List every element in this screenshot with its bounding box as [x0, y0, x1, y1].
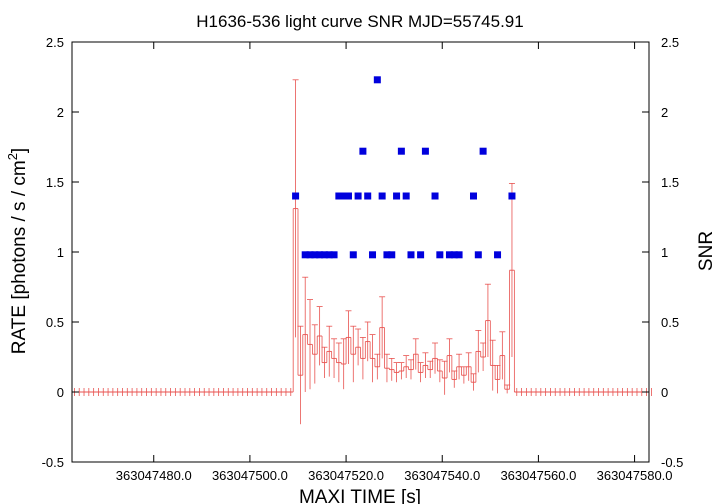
snr-point — [340, 192, 348, 200]
snr-point — [407, 251, 415, 259]
plot-border — [71, 41, 650, 463]
chart-title: H1636-536 light curve SNR MJD=55745.91 — [196, 12, 523, 31]
snr-point — [402, 192, 410, 200]
y2-tick-label: 2 — [661, 105, 668, 120]
snr-point — [383, 251, 391, 259]
y2-tick-label: 0 — [661, 385, 668, 400]
snr-point — [474, 251, 482, 259]
snr-point — [450, 251, 458, 259]
y-axis-label-superscript: 2 — [5, 153, 20, 160]
y-tick-label: 1.5 — [46, 175, 64, 190]
x-tick-label: 363047580.0 — [597, 468, 673, 483]
snr-point — [469, 192, 477, 200]
snr-point — [354, 192, 362, 200]
snr-point — [292, 192, 300, 200]
snr-point — [494, 251, 502, 259]
y-tick-label: 2.5 — [46, 35, 64, 50]
snr-point — [320, 251, 328, 259]
y-tick-label: 0.5 — [46, 315, 64, 330]
y2-tick-label: 1 — [661, 245, 668, 260]
x-axis-label: MAXI TIME [s] — [299, 487, 421, 504]
y-tick-label: 0 — [57, 385, 64, 400]
y2-tick-label: 0.5 — [661, 315, 679, 330]
snr-point — [378, 192, 386, 200]
snr-point — [306, 251, 314, 259]
snr-point — [349, 251, 357, 259]
axis-ticks: -0.5 -0.5 0 0 0.5 0.5 1 1 1.5 1.5 2 2 2.5 2.5 36304748… — [42, 35, 684, 483]
snr-point — [508, 192, 516, 200]
snr-point — [359, 147, 367, 155]
snr-point — [311, 251, 319, 259]
snr-point — [397, 147, 405, 155]
y-axis-label: RATE [photons / s / cm2] — [5, 148, 30, 354]
rate-series — [72, 79, 652, 425]
x-tick-label: 363047480.0 — [116, 468, 192, 483]
snr-point — [316, 251, 324, 259]
y-tick-label: -0.5 — [42, 455, 64, 470]
plot-frame — [71, 41, 650, 463]
y-tick-label: 1 — [57, 245, 64, 260]
snr-point — [445, 251, 453, 259]
snr-point — [479, 147, 487, 155]
snr-point — [393, 192, 401, 200]
y-axis-label-end: ] — [9, 148, 30, 153]
x-tick-label: 363047560.0 — [500, 468, 576, 483]
snr-point — [436, 251, 444, 259]
x-tick-label: 363047540.0 — [404, 468, 480, 483]
snr-point — [373, 76, 381, 84]
snr-series — [292, 76, 516, 259]
y2-tick-label: -0.5 — [661, 455, 683, 470]
snr-point — [417, 251, 425, 259]
y2-axis-label: SNR — [696, 231, 717, 271]
snr-point — [364, 192, 372, 200]
snr-point — [421, 147, 429, 155]
snr-point — [388, 251, 396, 259]
snr-point — [369, 251, 377, 259]
x-tick-label: 363047520.0 — [308, 468, 384, 483]
y-axis-label-main: RATE [photons / s / cm — [9, 160, 30, 354]
snr-point — [344, 192, 352, 200]
snr-point — [335, 192, 343, 200]
snr-point — [325, 251, 333, 259]
y-tick-label: 2 — [57, 105, 64, 120]
snr-point — [330, 251, 338, 259]
snr-point — [301, 251, 309, 259]
snr-point — [455, 251, 463, 259]
y2-tick-label: 2.5 — [661, 35, 679, 50]
y2-tick-label: 1.5 — [661, 175, 679, 190]
snr-point — [431, 192, 439, 200]
x-tick-label: 363047500.0 — [212, 468, 288, 483]
